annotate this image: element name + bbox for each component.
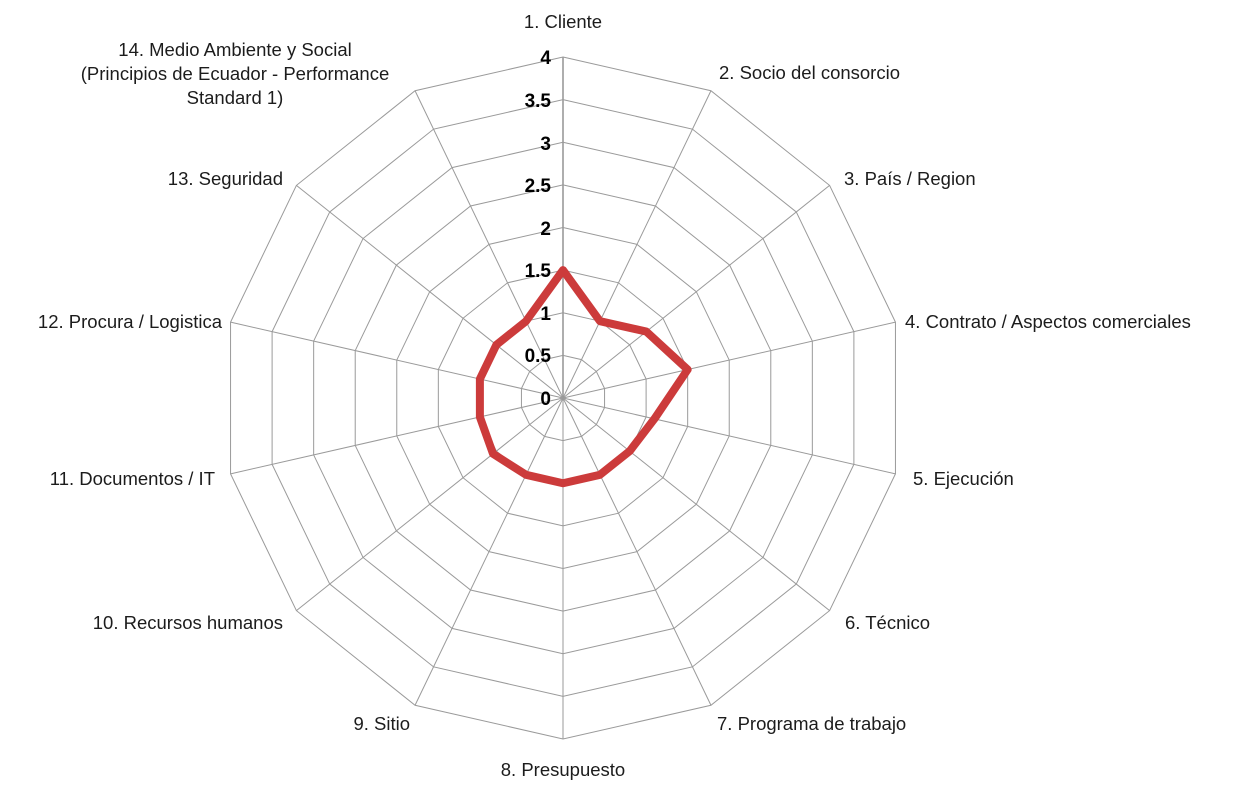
radial-tick-label: 0 xyxy=(540,389,551,410)
grid-spoke xyxy=(230,321,564,399)
grid-spoke xyxy=(414,397,564,706)
category-label-10: 10. Recursos humanos xyxy=(93,612,283,633)
category-label-6: 6. Técnico xyxy=(845,612,930,633)
grid-spoke xyxy=(296,184,564,399)
radial-tick-label: 1 xyxy=(540,304,551,325)
category-label-line: 13. Seguridad xyxy=(168,168,283,189)
radial-tick-label: 4 xyxy=(540,48,551,69)
grid-spoke xyxy=(562,397,830,612)
grid-spoke xyxy=(562,397,712,706)
category-label-1: 1. Cliente xyxy=(524,11,602,32)
category-label-line: 4. Contrato / Aspectos comerciales xyxy=(905,311,1191,332)
category-label-line: 6. Técnico xyxy=(845,612,930,633)
radar-grid-spokes xyxy=(230,57,896,739)
series-polygon xyxy=(475,266,692,488)
category-label-line: 11. Documentos / IT xyxy=(50,468,215,489)
grid-spoke xyxy=(414,90,564,399)
category-label-line: 10. Recursos humanos xyxy=(93,612,283,633)
radar-tick-labels: 4 3.5 3 2.5 2 1.5 1 0.5 0 xyxy=(525,48,552,410)
radial-tick-label: 0.5 xyxy=(525,346,552,367)
category-label-4: 4. Contrato / Aspectos comerciales xyxy=(905,311,1191,332)
radial-tick-label: 2 xyxy=(540,219,551,240)
category-label-5: 5. Ejecución xyxy=(913,468,1014,489)
grid-spoke xyxy=(230,397,564,475)
radar-category-labels: 1. Cliente 2. Socio del consorcio 3. País … xyxy=(38,11,1191,780)
category-label-13: 13. Seguridad xyxy=(168,168,283,189)
grid-spoke xyxy=(296,397,564,612)
category-label-line: 1. Cliente xyxy=(524,11,602,32)
grid-spoke xyxy=(562,397,896,475)
category-label-line: 7. Programa de trabajo xyxy=(717,713,906,734)
category-label-8: 8. Presupuesto xyxy=(501,759,625,780)
category-label-line: 12. Procura / Logistica xyxy=(38,311,223,332)
radial-tick-label: 2.5 xyxy=(525,176,552,197)
category-label-14: 14. Medio Ambiente y Social (Principios d… xyxy=(81,39,389,108)
category-label-line: (Principios de Ecuador - Performance xyxy=(81,63,389,84)
category-label-3: 3. País / Region xyxy=(844,168,976,189)
radar-series-layer xyxy=(475,266,692,488)
category-label-line: 9. Sitio xyxy=(353,713,410,734)
category-label-2: 2. Socio del consorcio xyxy=(719,62,900,83)
category-label-line: 3. País / Region xyxy=(844,168,976,189)
category-label-line: 2. Socio del consorcio xyxy=(719,62,900,83)
grid-spoke xyxy=(562,184,830,399)
category-label-line: 5. Ejecución xyxy=(913,468,1014,489)
grid-spoke xyxy=(562,90,712,399)
category-label-7: 7. Programa de trabajo xyxy=(717,713,906,734)
radial-tick-label: 1.5 xyxy=(525,261,552,282)
category-label-9: 9. Sitio xyxy=(353,713,410,734)
radial-tick-label: 3.5 xyxy=(525,91,552,112)
category-label-line: 14. Medio Ambiente y Social xyxy=(118,39,351,60)
category-label-line: Standard 1) xyxy=(187,87,284,108)
category-label-12: 12. Procura / Logistica xyxy=(38,311,223,332)
category-label-line: 8. Presupuesto xyxy=(501,759,625,780)
radial-tick-label: 3 xyxy=(540,134,551,155)
category-label-11: 11. Documentos / IT xyxy=(50,468,215,489)
grid-spoke xyxy=(562,321,896,399)
